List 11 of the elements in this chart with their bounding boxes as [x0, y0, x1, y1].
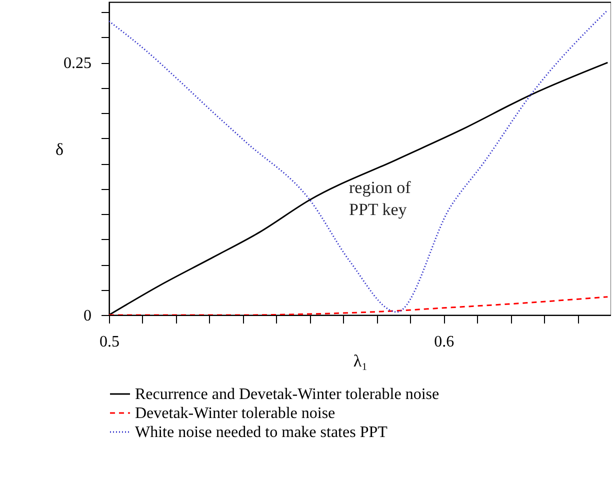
y-tick-label: 0: [84, 308, 92, 324]
y-tick-label: 0.25: [64, 55, 92, 72]
legend-label: White noise needed to make states PPT: [135, 424, 388, 441]
legend-label: Devetak-Winter tolerable noise: [135, 405, 336, 422]
x-axis-title: λ₁: [353, 352, 368, 370]
y-axis-title: δ: [55, 140, 64, 159]
line-series: [109, 296, 608, 315]
legend-label: Recurrence and Devetak-Winter tolerable noise: [135, 386, 440, 403]
annotation: region of PPT key: [349, 178, 412, 219]
x-tick-label: 0.5: [100, 334, 120, 350]
x-tick-label: 0.6: [434, 334, 454, 350]
